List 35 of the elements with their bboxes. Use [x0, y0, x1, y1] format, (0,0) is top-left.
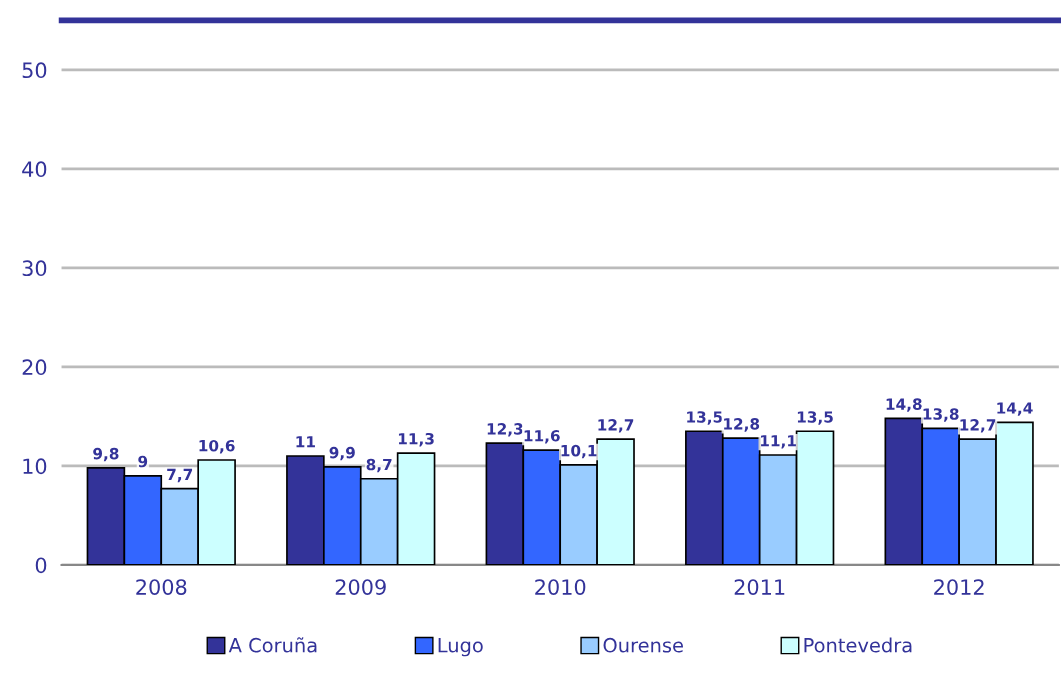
x-tick-label: 2009	[335, 579, 386, 595]
y-tick-label: 50	[22, 62, 47, 79]
data-label: 13,8	[923, 408, 959, 422]
y-tick-label: 0	[35, 557, 47, 574]
legend-label: Lugo	[438, 638, 483, 657]
data-label: 11	[296, 436, 315, 448]
legend-label: Pontevedra	[804, 637, 912, 653]
data-label: 13,5	[797, 411, 833, 425]
data-label: 13,5	[687, 411, 723, 425]
data-label: 9,8	[93, 447, 119, 462]
data-label: 8,7	[366, 458, 392, 473]
y-tick-label: 30	[22, 260, 47, 277]
data-label: 12,7	[598, 419, 634, 433]
x-tick-label: 2008	[136, 579, 187, 595]
data-label: 14,8	[886, 398, 922, 412]
x-tick-label: 2010	[535, 579, 586, 595]
legend-label: Ourense	[603, 637, 683, 653]
data-label: 12,8	[724, 418, 760, 432]
data-label: 7,7	[167, 468, 193, 483]
data-label: 9,9	[329, 446, 355, 461]
y-tick-label: 40	[22, 161, 47, 178]
data-label: 11,6	[524, 430, 560, 444]
legend-label: A Coruña	[228, 637, 317, 653]
data-label: 14,4	[997, 402, 1033, 416]
data-label: 12,7	[960, 419, 996, 433]
y-tick-label: 10	[23, 458, 47, 475]
data-label: 11,1	[761, 435, 796, 449]
x-tick-label: 2011	[734, 579, 785, 595]
x-tick-label: 2012	[934, 579, 984, 595]
data-label: 10,6	[199, 439, 235, 454]
data-label: 9	[138, 455, 148, 468]
data-label: 11,3	[398, 432, 434, 447]
y-tick-label: 20	[22, 359, 47, 376]
data-label: 12,3	[487, 423, 523, 437]
data-label: 10,1	[561, 444, 597, 459]
